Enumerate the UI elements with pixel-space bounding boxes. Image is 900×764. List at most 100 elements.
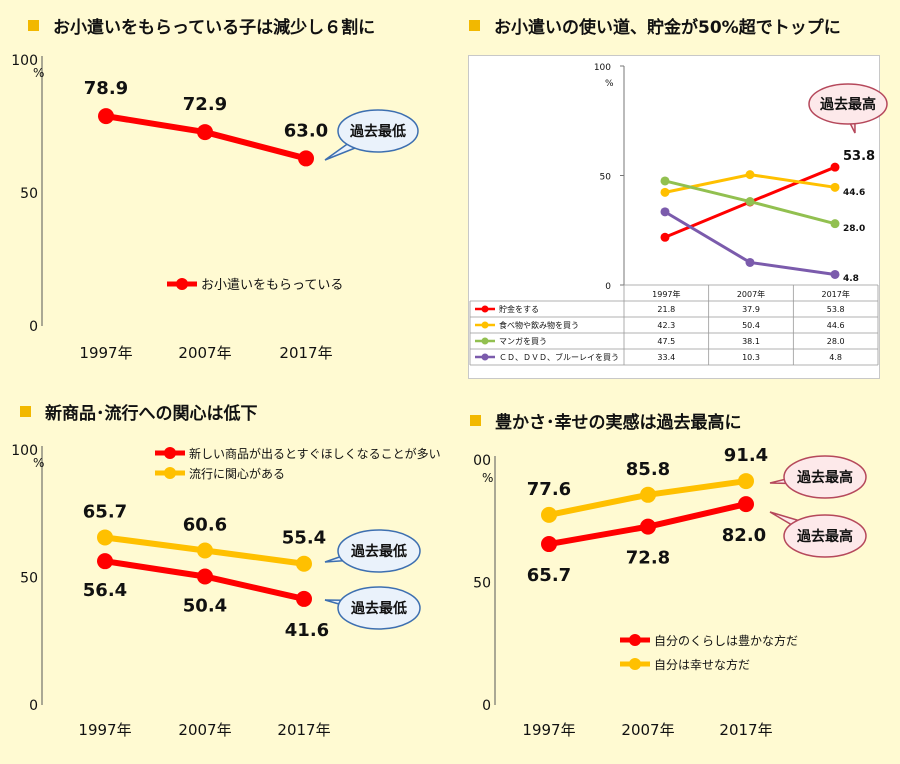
panel-title-happiness: 豊かさ･幸せの実感は過去最高に (470, 408, 742, 433)
chart-title: 新商品･流行への関心は低下 (45, 404, 258, 424)
usage-table-header-0: 1997年 (652, 289, 680, 299)
panel-title-interest: 新商品･流行への関心は低下 (20, 399, 258, 424)
bullet-square (469, 20, 480, 31)
allowance-callout-0-text: 過去最低 (349, 123, 406, 140)
usage-table-cell-0-2: 53.8 (827, 305, 845, 314)
usage-table-key-0-marker (481, 305, 489, 313)
happiness-legend-0-marker (629, 634, 641, 646)
usage-table-cell-1-0: 42.3 (657, 321, 675, 330)
allowance-y-unit: % (33, 66, 44, 80)
usage-table-cell-1-2: 44.6 (827, 321, 845, 330)
usage-table-row-2-label: マンガを買う (499, 336, 547, 346)
usage-table-cell-2-1: 38.1 (742, 337, 760, 346)
usage-table-cell-3-2: 4.8 (829, 353, 842, 362)
chart-title: 豊かさ･幸せの実感は過去最高に (495, 413, 742, 433)
interest-y-unit: % (33, 456, 44, 470)
interest-callout-1-text: 過去最低 (350, 600, 407, 617)
usage-callout-0-tail-joint (842, 101, 854, 107)
happiness-callout-1-text: 過去最高 (796, 528, 853, 545)
happiness-xlabel-1: 2007年 (621, 721, 674, 739)
interest-callout-1-tail-joint (376, 601, 382, 615)
happiness-series-1-label-2: 91.4 (724, 445, 768, 466)
happiness-legend-1-label: 自分は幸せな方だ (654, 657, 750, 672)
usage-table-header-1: 2007年 (737, 289, 765, 299)
usage-end-label-2: 28.0 (843, 224, 865, 234)
happiness-series-0-label-0: 65.7 (527, 565, 571, 586)
happiness-series-0-point-2 (738, 496, 754, 513)
usage-series-2-point-0 (660, 176, 670, 186)
usage-series-3-point-0 (660, 207, 670, 217)
happiness-callout-0-text: 過去最高 (796, 469, 853, 486)
bullet-square (28, 20, 39, 31)
panel-title-usage: お小遣いの使い道、貯金が50%超でトップに (469, 13, 841, 38)
happiness-series-1-point-1 (640, 486, 656, 503)
allowance-xlabel-2: 2017年 (279, 344, 332, 362)
interest-series-1-point-0 (97, 529, 113, 546)
allowance-series-0-point-1 (197, 124, 213, 141)
usage-table-cell-1-1: 50.4 (742, 321, 760, 330)
happiness-ytick-2: 00 (473, 453, 491, 469)
interest-callout-0-tail-joint (376, 544, 382, 558)
interest-series-0-point-2 (296, 590, 312, 607)
interest-series-0-point-1 (197, 568, 213, 585)
happiness-series-1-point-2 (738, 473, 754, 490)
happiness-xlabel-2: 2017年 (719, 721, 772, 739)
interest-series-1-label-0: 65.7 (83, 501, 127, 522)
usage-table-cell-2-0: 47.5 (657, 337, 675, 346)
interest-legend-0-label: 新しい商品が出るとすぐほしくなることが多い (189, 446, 441, 461)
happiness-callout-0-tail-joint (822, 471, 828, 483)
usage-table-cell-3-0: 33.4 (657, 353, 675, 362)
chart-title: お小遣いをもらっている子は減少し６割に (53, 18, 376, 38)
usage-ytick-0: 0 (605, 282, 611, 292)
allowance-series-0-label-0: 78.9 (84, 78, 128, 99)
happiness-ytick-0: 0 (482, 698, 491, 714)
usage-series-3-point-2 (830, 269, 840, 279)
allowance-callout-0-tail-joint (373, 125, 383, 137)
happiness-legend-0-label: 自分のくらしは豊かな方だ (654, 633, 798, 648)
usage-series-3-point-1 (745, 257, 755, 267)
usage-table-key-3-marker (481, 353, 489, 361)
happiness-series-1-point-0 (541, 506, 557, 523)
interest-series-0-point-0 (97, 553, 113, 570)
interest-series-1-label-1: 60.6 (183, 514, 227, 535)
happiness-series-1-label-1: 85.8 (626, 459, 670, 480)
allowance-series-0-point-0 (98, 108, 114, 125)
allowance-ytick-2: 100 (11, 53, 38, 69)
happiness-series-1-label-0: 77.6 (527, 479, 571, 500)
usage-table-row-0-label: 貯金をする (499, 304, 539, 314)
interest-series-0-label-0: 56.4 (83, 580, 127, 601)
interest-xlabel-1: 2007年 (178, 721, 231, 739)
happiness-series-0-point-1 (640, 518, 656, 535)
usage-series-1-point-0 (660, 187, 670, 197)
interest-callout-0-text: 過去最低 (350, 543, 407, 560)
happiness-y-unit: % (482, 471, 493, 485)
usage-table-cell-0-1: 37.9 (742, 305, 760, 314)
happiness-callout-1-tail-joint (821, 530, 829, 542)
panel-title-allowance: お小遣いをもらっている子は減少し６割に (28, 13, 375, 38)
usage-series-2-point-2 (830, 219, 840, 229)
happiness-xlabel-0: 1997年 (522, 721, 575, 739)
allowance-xlabel-1: 2007年 (178, 344, 231, 362)
usage-series-0-point-0 (660, 232, 670, 242)
happiness-series-0-label-2: 82.0 (722, 525, 766, 546)
bullet-square (470, 415, 481, 426)
allowance-legend-0-marker (176, 278, 188, 290)
allowance-ytick-1: 50 (20, 186, 38, 202)
allowance-series-0-label-1: 72.9 (183, 94, 227, 115)
interest-series-1-point-1 (197, 542, 213, 559)
usage-series-1-point-1 (745, 170, 755, 180)
interest-ytick-0: 0 (29, 698, 38, 714)
usage-table-header-2: 2017年 (821, 289, 849, 299)
happiness-legend-1-marker (629, 658, 641, 670)
usage-table-row-3-label: ＣＤ、ＤＶＤ、ブルーレイを買う (499, 352, 619, 362)
chart-title: お小遣いの使い道、貯金が50%超でトップに (494, 18, 841, 38)
interest-xlabel-0: 1997年 (78, 721, 131, 739)
allowance-xlabel-0: 1997年 (79, 344, 132, 362)
usage-table-cell-3-1: 10.3 (742, 353, 760, 362)
usage-series-1-point-2 (830, 182, 840, 192)
happiness-ytick-1: 50 (473, 576, 491, 592)
allowance-legend-0-label: お小遣いをもらっている (201, 278, 343, 293)
happiness-series-0-point-0 (541, 536, 557, 553)
usage-table-cell-0-0: 21.8 (657, 305, 675, 314)
